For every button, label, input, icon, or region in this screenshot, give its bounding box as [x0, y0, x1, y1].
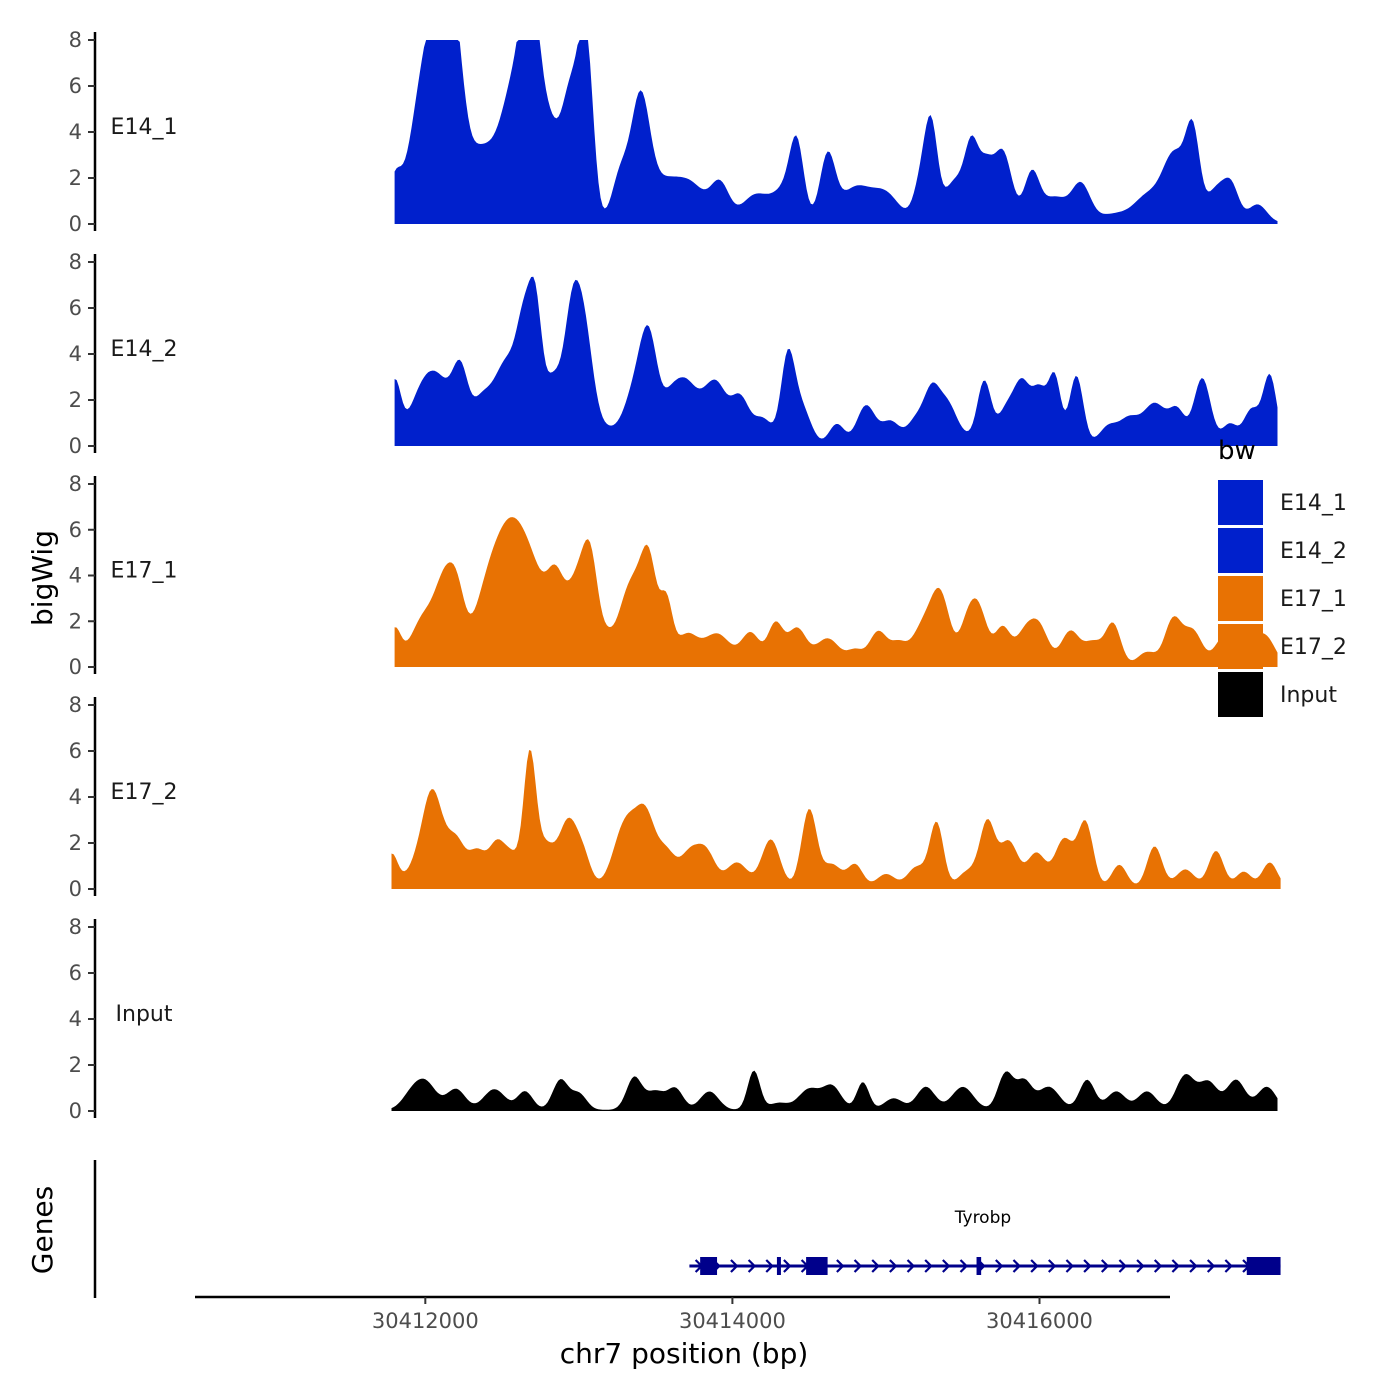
strand-arrow: [1189, 1259, 1198, 1273]
signal-area-E14_1: [394, 40, 1278, 224]
y-tick-label: 8: [69, 28, 82, 52]
y-tick-label: 2: [69, 609, 82, 633]
strand-arrow: [1224, 1259, 1233, 1273]
y-tick-label: 6: [69, 518, 82, 542]
strand-arrow: [1206, 1259, 1216, 1273]
y-tick-label: 6: [69, 74, 82, 98]
y-tick-label: 8: [69, 250, 82, 274]
y-tick-label: 4: [69, 342, 82, 366]
exon: [976, 1257, 982, 1275]
genes-axis-title: Genes: [26, 1186, 59, 1274]
exon: [806, 1257, 828, 1275]
y-tick-label: 0: [69, 212, 82, 236]
x-axis-title: chr7 position (bp): [560, 1337, 809, 1370]
x-tick-label: 30416000: [986, 1309, 1093, 1333]
strand-arrow: [765, 1259, 774, 1273]
strand-arrow: [836, 1259, 845, 1273]
y-tick-label: 2: [69, 1053, 82, 1077]
y-tick-label: 0: [69, 877, 82, 901]
track-E14_1: E14_1: [111, 40, 1278, 224]
x-tick-label: 30412000: [372, 1309, 479, 1333]
strand-arrow: [730, 1259, 739, 1273]
y-tick-label: 4: [69, 120, 82, 144]
track-label: Input: [116, 1002, 173, 1027]
y-tick-label: 8: [69, 693, 82, 717]
signal-area-E14_2: [394, 276, 1278, 446]
tracks-layer: E14_1 E14_2 E17_1 E17_2 Input: [111, 40, 1281, 1111]
strand-arrow: [871, 1259, 880, 1273]
track-E17_1: E17_1: [111, 517, 1278, 667]
exon: [700, 1257, 718, 1275]
legend-label: E17_2: [1280, 635, 1347, 660]
legend-swatch-E17_2: [1218, 624, 1263, 669]
strand-arrow: [1100, 1259, 1110, 1273]
y-tick-label: 6: [69, 739, 82, 763]
strand-arrow: [1153, 1259, 1163, 1273]
axes-layer: 0 2 4 6 8 0 2 4 6 8 0 2 4 6 8 0 2 4 6 8 0 2 4 6 8 30412000 3041400…: [69, 28, 1170, 1333]
y-tick-label: 0: [69, 655, 82, 679]
legend-title: bw: [1218, 436, 1256, 466]
strand-arrow: [747, 1259, 757, 1273]
y-axis-title: bigWig: [26, 530, 59, 626]
exon: [776, 1257, 781, 1275]
strand-arrow: [1065, 1259, 1074, 1273]
strand-arrow: [1047, 1259, 1057, 1273]
y-tick-label: 6: [69, 296, 82, 320]
legend-swatch-Input: [1218, 672, 1263, 717]
strand-arrow: [1118, 1259, 1127, 1273]
strand-arrow: [1171, 1259, 1180, 1273]
strand-arrow: [1136, 1259, 1145, 1273]
exon: [1246, 1257, 1281, 1275]
strand-arrow: [959, 1259, 969, 1273]
strand-arrow: [924, 1259, 933, 1273]
y-tick-label: 4: [69, 1007, 82, 1031]
legend-label: E14_2: [1280, 539, 1347, 564]
legend-label: E17_1: [1280, 587, 1347, 612]
legend-swatch-E17_1: [1218, 576, 1263, 621]
track-E17_2: E17_2: [111, 750, 1281, 889]
x-tick-label: 30414000: [679, 1309, 786, 1333]
strand-arrow: [906, 1259, 916, 1273]
legend-label: E14_1: [1280, 491, 1347, 516]
strand-arrow: [853, 1259, 863, 1273]
strand-arrow: [889, 1259, 898, 1273]
y-tick-label: 8: [69, 915, 82, 939]
y-tick-label: 0: [69, 434, 82, 458]
y-tick-label: 4: [69, 564, 82, 588]
track-label: E14_2: [111, 337, 178, 362]
signal-area-Input: [391, 1070, 1278, 1111]
legend-swatch-E14_1: [1218, 480, 1263, 525]
strand-arrow: [942, 1259, 951, 1273]
legend: bw E14_1 E14_2 E17_1 E17_2 Input: [1218, 436, 1347, 717]
y-tick-label: 0: [69, 1099, 82, 1123]
gene-name-label: Tyrobp: [954, 1208, 1011, 1228]
gene-Tyrobp: Tyrobp: [689, 1208, 1281, 1275]
y-tick-label: 2: [69, 166, 82, 190]
legend-swatch-E14_2: [1218, 528, 1263, 573]
strand-arrow: [995, 1259, 1004, 1273]
strand-arrow: [1030, 1259, 1039, 1273]
y-tick-label: 6: [69, 961, 82, 985]
strand-arrow: [1083, 1259, 1092, 1273]
genes-panel: Tyrobp: [689, 1208, 1281, 1275]
y-tick-label: 2: [69, 388, 82, 412]
y-tick-label: 8: [69, 472, 82, 496]
strand-arrow: [783, 1259, 792, 1273]
signal-area-E17_1: [394, 517, 1278, 667]
y-tick-label: 2: [69, 831, 82, 855]
track-Input: Input: [116, 1002, 1278, 1111]
signal-area-E17_2: [391, 750, 1281, 889]
legend-label: Input: [1280, 683, 1337, 708]
y-tick-label: 4: [69, 785, 82, 809]
track-label: E17_2: [111, 780, 178, 805]
track-label: E17_1: [111, 559, 178, 584]
track-E14_2: E14_2: [111, 276, 1278, 446]
strand-arrow: [1012, 1259, 1022, 1273]
track-label: E14_1: [111, 115, 178, 140]
